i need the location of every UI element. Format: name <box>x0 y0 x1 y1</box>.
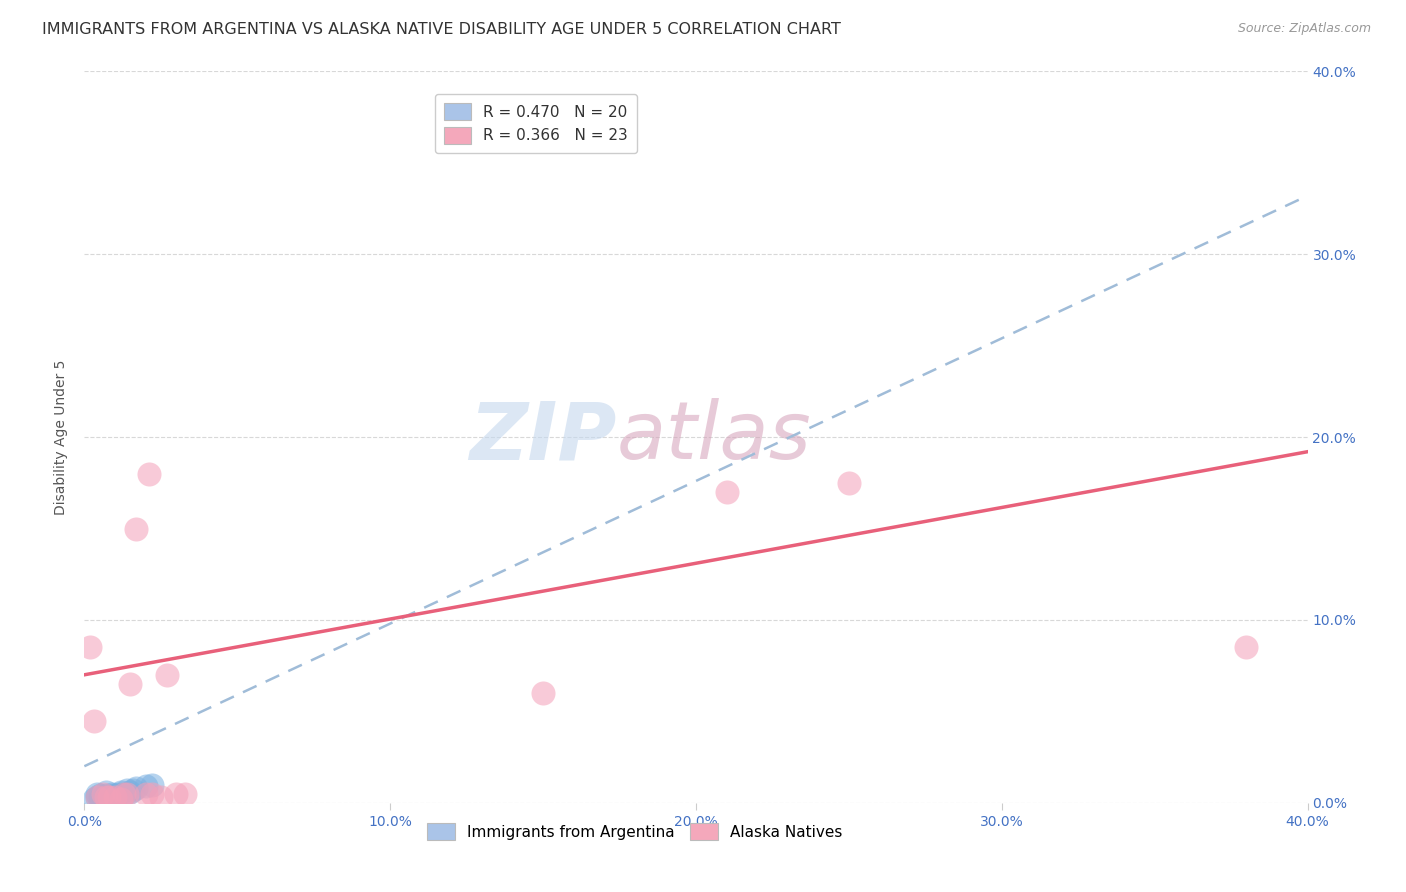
Point <box>86 787 108 801</box>
Point <box>138 467 160 481</box>
Point <box>101 787 124 801</box>
Point <box>1236 640 1258 655</box>
Point <box>107 787 129 801</box>
Point <box>115 787 138 801</box>
Point <box>531 686 554 700</box>
Point <box>141 778 163 792</box>
Point <box>112 787 135 801</box>
Point <box>94 785 117 799</box>
Point <box>89 789 111 803</box>
Point <box>838 475 860 490</box>
Point <box>125 781 148 796</box>
Point <box>156 667 179 681</box>
Point <box>94 789 117 803</box>
Point <box>122 783 145 797</box>
Point <box>115 783 138 797</box>
Legend: Immigrants from Argentina, Alaska Natives: Immigrants from Argentina, Alaska Native… <box>422 816 848 847</box>
Point <box>97 790 120 805</box>
Point <box>141 787 163 801</box>
Point <box>86 790 108 805</box>
Point <box>89 792 111 806</box>
Point <box>112 787 135 801</box>
Point <box>104 790 127 805</box>
Point <box>110 785 132 799</box>
Point <box>79 640 101 655</box>
Point <box>149 790 172 805</box>
Point <box>135 787 157 801</box>
Text: IMMIGRANTS FROM ARGENTINA VS ALASKA NATIVE DISABILITY AGE UNDER 5 CORRELATION CH: IMMIGRANTS FROM ARGENTINA VS ALASKA NATI… <box>42 22 841 37</box>
Point <box>125 521 148 535</box>
Point <box>174 787 197 801</box>
Point <box>97 790 120 805</box>
Point <box>110 792 132 806</box>
Y-axis label: Disability Age Under 5: Disability Age Under 5 <box>55 359 69 515</box>
Text: Source: ZipAtlas.com: Source: ZipAtlas.com <box>1237 22 1371 36</box>
Point <box>120 677 142 691</box>
Point <box>104 789 127 803</box>
Point <box>91 787 114 801</box>
Point <box>94 790 117 805</box>
Point <box>716 485 738 500</box>
Point <box>120 785 142 799</box>
Point <box>135 780 157 794</box>
Point <box>86 790 108 805</box>
Text: ZIP: ZIP <box>470 398 616 476</box>
Point <box>83 792 105 806</box>
Text: atlas: atlas <box>616 398 811 476</box>
Point <box>83 714 105 728</box>
Point <box>91 790 114 805</box>
Point <box>165 787 187 801</box>
